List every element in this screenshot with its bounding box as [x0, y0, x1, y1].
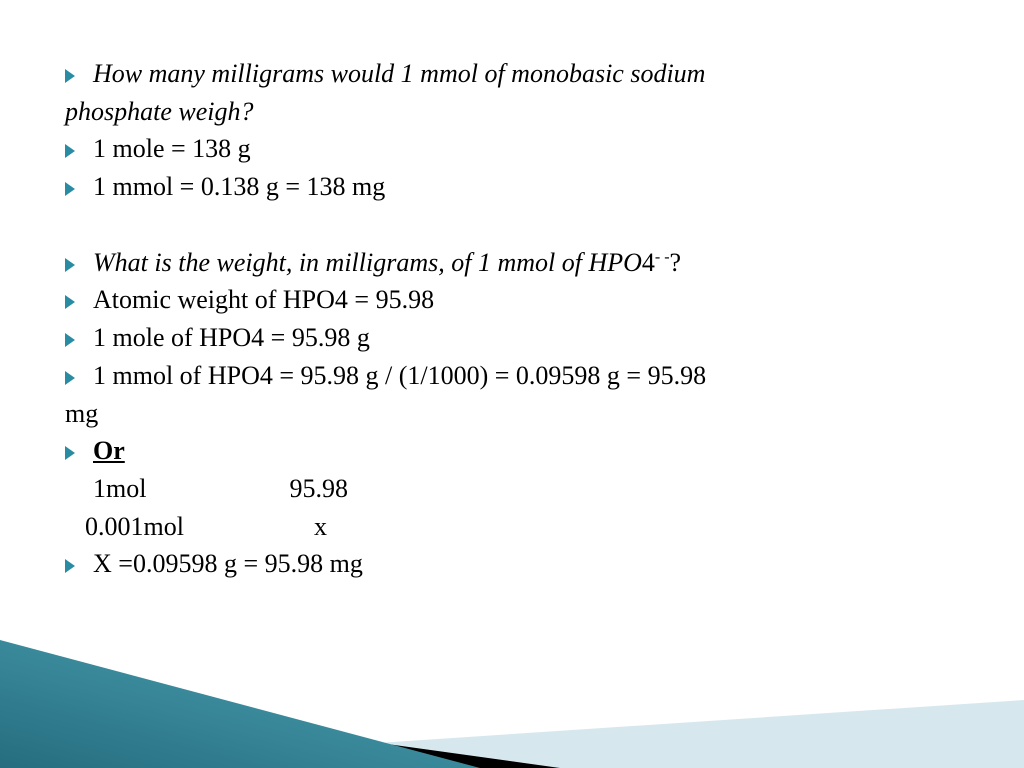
bullet-icon [65, 55, 93, 93]
question-1-line-1: How many milligrams would 1 mmol of mono… [93, 55, 705, 93]
bullet-icon [65, 319, 93, 357]
question-mark: ? [670, 248, 682, 277]
answer-line: 1 mmol of HPO4 = 95.98 g / (1/1000) = 0.… [93, 357, 706, 395]
bullet-icon [65, 432, 93, 470]
bullet-line: Or [65, 432, 984, 470]
bullet-line: Atomic weight of HPO4 = 95.98 [65, 281, 984, 319]
bullet-icon [65, 130, 93, 168]
bullet-icon [65, 168, 93, 206]
answer-line-wrap: mg [65, 395, 984, 433]
slide-content: How many milligrams would 1 mmol of mono… [65, 55, 984, 583]
bullet-line: X =0.09598 g = 95.98 mg [65, 545, 984, 583]
bullet-line: How many milligrams would 1 mmol of mono… [65, 55, 984, 93]
proportion-row-2: 0.001mol x [65, 508, 984, 546]
question-2: What is the weight, in milligrams, of 1 … [93, 244, 681, 282]
bullet-icon [65, 244, 93, 282]
bullet-icon [65, 281, 93, 319]
spacer [65, 206, 984, 244]
bullet-icon [65, 357, 93, 395]
bullet-line: 1 mole = 138 g [65, 130, 984, 168]
answer-line: Atomic weight of HPO4 = 95.98 [93, 281, 434, 319]
formula-sup: - - [655, 248, 670, 265]
answer-line: 1 mole of HPO4 = 95.98 g [93, 319, 370, 357]
bullet-line: 1 mole of HPO4 = 95.98 g [65, 319, 984, 357]
answer-line: 1 mole = 138 g [93, 130, 251, 168]
proportion-row-1: 1mol 95.98 [65, 470, 984, 508]
question-2-text: What is the weight, in milligrams, of 1 … [93, 248, 642, 277]
answer-line: 1 mmol = 0.138 g = 138 mg [93, 168, 385, 206]
bullet-line: 1 mmol of HPO4 = 95.98 g / (1/1000) = 0.… [65, 357, 984, 395]
answer-line: X =0.09598 g = 95.98 mg [93, 545, 363, 583]
formula-sub: 4 [642, 248, 655, 277]
or-label: Or [93, 432, 125, 470]
bullet-line: What is the weight, in milligrams, of 1 … [65, 244, 984, 282]
bullet-line: 1 mmol = 0.138 g = 138 mg [65, 168, 984, 206]
question-1-line-2: phosphate weigh? [65, 93, 984, 131]
bullet-icon [65, 545, 93, 583]
